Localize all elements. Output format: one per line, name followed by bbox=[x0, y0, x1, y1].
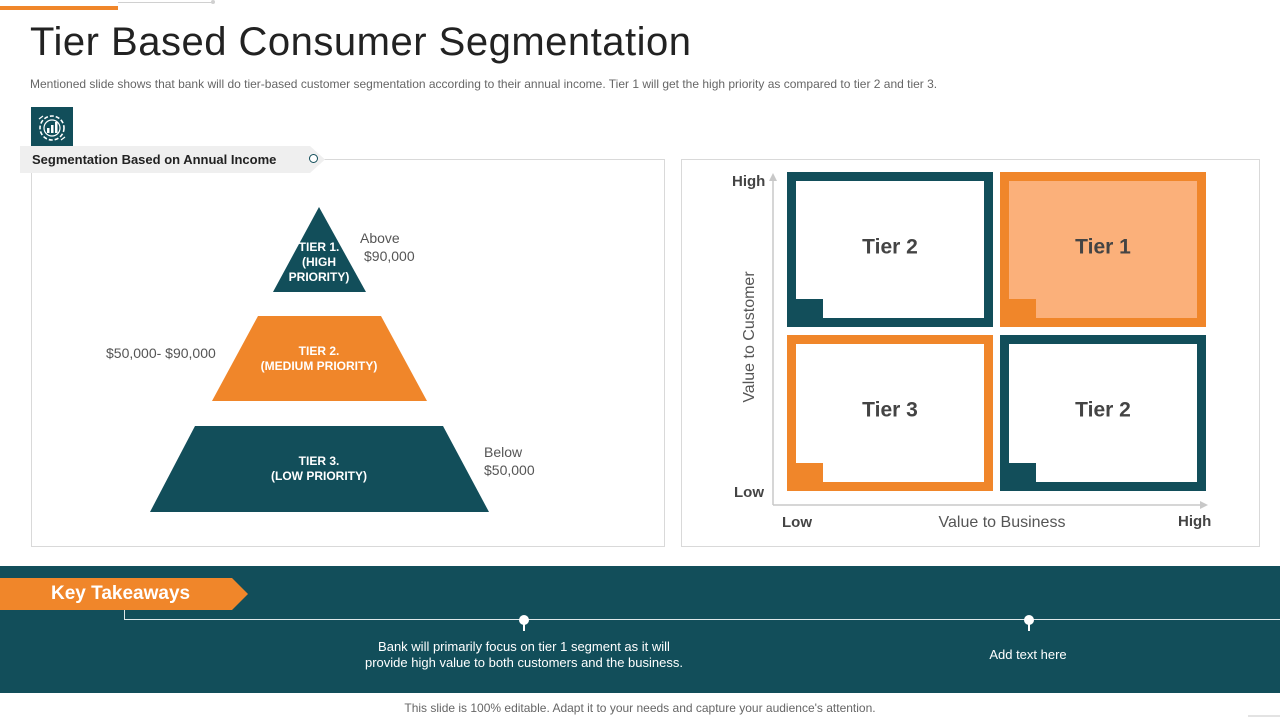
footer-accent-line bbox=[1248, 715, 1280, 717]
quadrant-bottom-left: Tier 3 bbox=[787, 335, 993, 491]
quadrant-bottom-right: Tier 2 bbox=[1000, 335, 1206, 491]
timeline-line bbox=[124, 619, 1280, 620]
quadrant-top-left: Tier 2 bbox=[787, 172, 993, 327]
timeline-pin-icon bbox=[1024, 615, 1034, 625]
bar-chart-gear-icon bbox=[31, 107, 73, 149]
tier-1-income-line2: $90,000 bbox=[364, 248, 415, 264]
segmentation-tag: Segmentation Based on Annual Income bbox=[20, 146, 330, 173]
takeaway-item-2: Add text here bbox=[989, 647, 1067, 662]
y-axis-high-label: High bbox=[732, 173, 766, 190]
tier-1-line2: (HIGH bbox=[302, 255, 336, 269]
top-accent-bar bbox=[0, 6, 118, 10]
slide-title: Tier Based Consumer Segmentation bbox=[30, 20, 692, 64]
quadrant-corner bbox=[795, 463, 823, 483]
pyramid-tier-3-text: TIER 3. (LOW PRIORITY) bbox=[219, 454, 419, 484]
tag-dot-icon bbox=[309, 154, 318, 163]
timeline-pin-icon bbox=[519, 615, 529, 625]
quadrant-top-right: Tier 1 bbox=[1000, 172, 1206, 327]
slide-subtitle: Mentioned slide shows that bank will do … bbox=[30, 77, 938, 91]
y-axis-title: Value to Customer bbox=[741, 271, 758, 403]
takeaway-item-1: Bank will primarily focus on tier 1 segm… bbox=[324, 639, 724, 671]
quadrant-label: Tier 2 bbox=[862, 235, 918, 259]
quadrant-label: Tier 2 bbox=[1075, 398, 1131, 422]
tier-2-line2: (MEDIUM PRIORITY) bbox=[260, 359, 378, 373]
key-takeaways-heading: Key Takeaways bbox=[51, 583, 191, 604]
segmentation-tag-label: Segmentation Based on Annual Income bbox=[32, 152, 277, 167]
timeline-pin-stem bbox=[523, 624, 525, 631]
tier-1-income-line1: Above bbox=[360, 230, 400, 246]
tier-1-line3: PRIORITY) bbox=[288, 270, 350, 284]
quadrant-corner bbox=[795, 299, 823, 319]
quadrant-corner bbox=[1008, 299, 1036, 319]
tier-3-income-line2: $50,000 bbox=[484, 462, 535, 478]
timeline-pin-stem bbox=[1028, 624, 1030, 631]
top-accent-line bbox=[118, 2, 213, 3]
tier-3-line1: TIER 3. bbox=[298, 454, 340, 468]
tier-1-income-label: Above $90,000 bbox=[360, 229, 415, 265]
key-takeaways-banner bbox=[0, 578, 248, 610]
x-axis-high-label: High bbox=[1178, 513, 1212, 530]
tier-1-line1: TIER 1. bbox=[298, 240, 340, 254]
quadrant-corner bbox=[1008, 463, 1036, 483]
takeaway-item-1-line2: provide high value to both customers and… bbox=[365, 655, 683, 670]
x-axis-low-label: Low bbox=[782, 514, 812, 531]
tier-3-income-line1: Below bbox=[484, 444, 523, 460]
x-axis-title: Value to Business bbox=[938, 514, 1066, 531]
slide-footer: This slide is 100% editable. Adapt it to… bbox=[404, 701, 876, 715]
quadrant-label: Tier 1 bbox=[1075, 235, 1131, 259]
timeline-connector bbox=[124, 610, 125, 620]
takeaway-item-1-line1: Bank will primarily focus on tier 1 segm… bbox=[378, 639, 670, 654]
tier-2-line1: TIER 2. bbox=[298, 344, 340, 358]
quadrant-label: Tier 3 bbox=[862, 398, 918, 422]
tier-3-line2: (LOW PRIORITY) bbox=[271, 469, 367, 483]
tier-2-income-label: $50,000- $90,000 bbox=[106, 345, 216, 361]
top-accent-dot bbox=[211, 0, 215, 4]
pyramid-tier-1-text: TIER 1. (HIGH PRIORITY) bbox=[279, 240, 359, 285]
tier-3-income-label: Below $50,000 bbox=[484, 443, 535, 479]
y-axis-low-label: Low bbox=[734, 484, 764, 501]
pyramid-tier-2-text: TIER 2. (MEDIUM PRIORITY) bbox=[219, 344, 419, 374]
